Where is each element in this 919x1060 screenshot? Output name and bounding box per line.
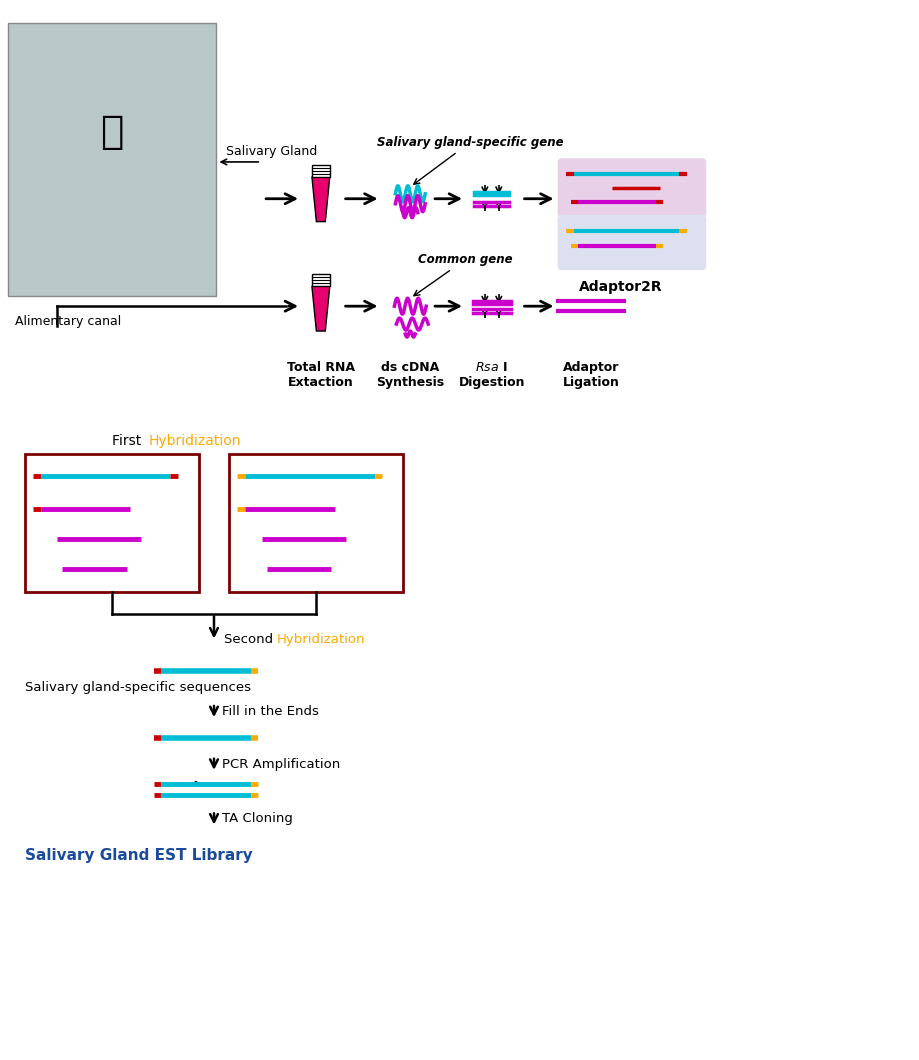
Text: 🪲: 🪲 — [100, 113, 124, 152]
Text: Common gene: Common gene — [414, 253, 512, 296]
Text: Adaptor1: Adaptor1 — [584, 227, 657, 241]
Text: PCR Amplification: PCR Amplification — [222, 758, 340, 771]
Polygon shape — [312, 286, 330, 331]
Text: Hybridization: Hybridization — [277, 633, 365, 646]
Text: First: First — [112, 435, 146, 448]
Text: Adaptor2R: Adaptor2R — [579, 280, 663, 295]
Bar — [230, 455, 403, 591]
Text: Hybridization: Hybridization — [149, 435, 242, 448]
Text: Salivary gland-specific gene: Salivary gland-specific gene — [377, 136, 563, 184]
Bar — [25, 455, 199, 591]
Bar — [312, 165, 330, 177]
Text: Adaptor
Ligation: Adaptor Ligation — [562, 360, 619, 389]
Text: Fill in the Ends: Fill in the Ends — [222, 705, 319, 718]
Text: Alimentary canal: Alimentary canal — [15, 315, 121, 328]
Bar — [312, 275, 330, 286]
Text: Second: Second — [224, 633, 278, 646]
Text: Salivary Gland EST Library: Salivary Gland EST Library — [25, 848, 253, 863]
Text: $Rsa$ I
Digestion: $Rsa$ I Digestion — [459, 360, 525, 389]
Polygon shape — [312, 177, 330, 222]
FancyBboxPatch shape — [559, 159, 706, 216]
Text: ds cDNA
Synthesis: ds cDNA Synthesis — [376, 360, 445, 389]
Text: Salivary gland-specific sequences: Salivary gland-specific sequences — [25, 682, 251, 694]
Text: Total RNA
Extaction: Total RNA Extaction — [287, 360, 355, 389]
Text: TA Cloning: TA Cloning — [222, 812, 293, 826]
FancyBboxPatch shape — [559, 215, 706, 269]
Text: Salivary Gland: Salivary Gland — [226, 145, 318, 159]
Bar — [7, 22, 217, 296]
